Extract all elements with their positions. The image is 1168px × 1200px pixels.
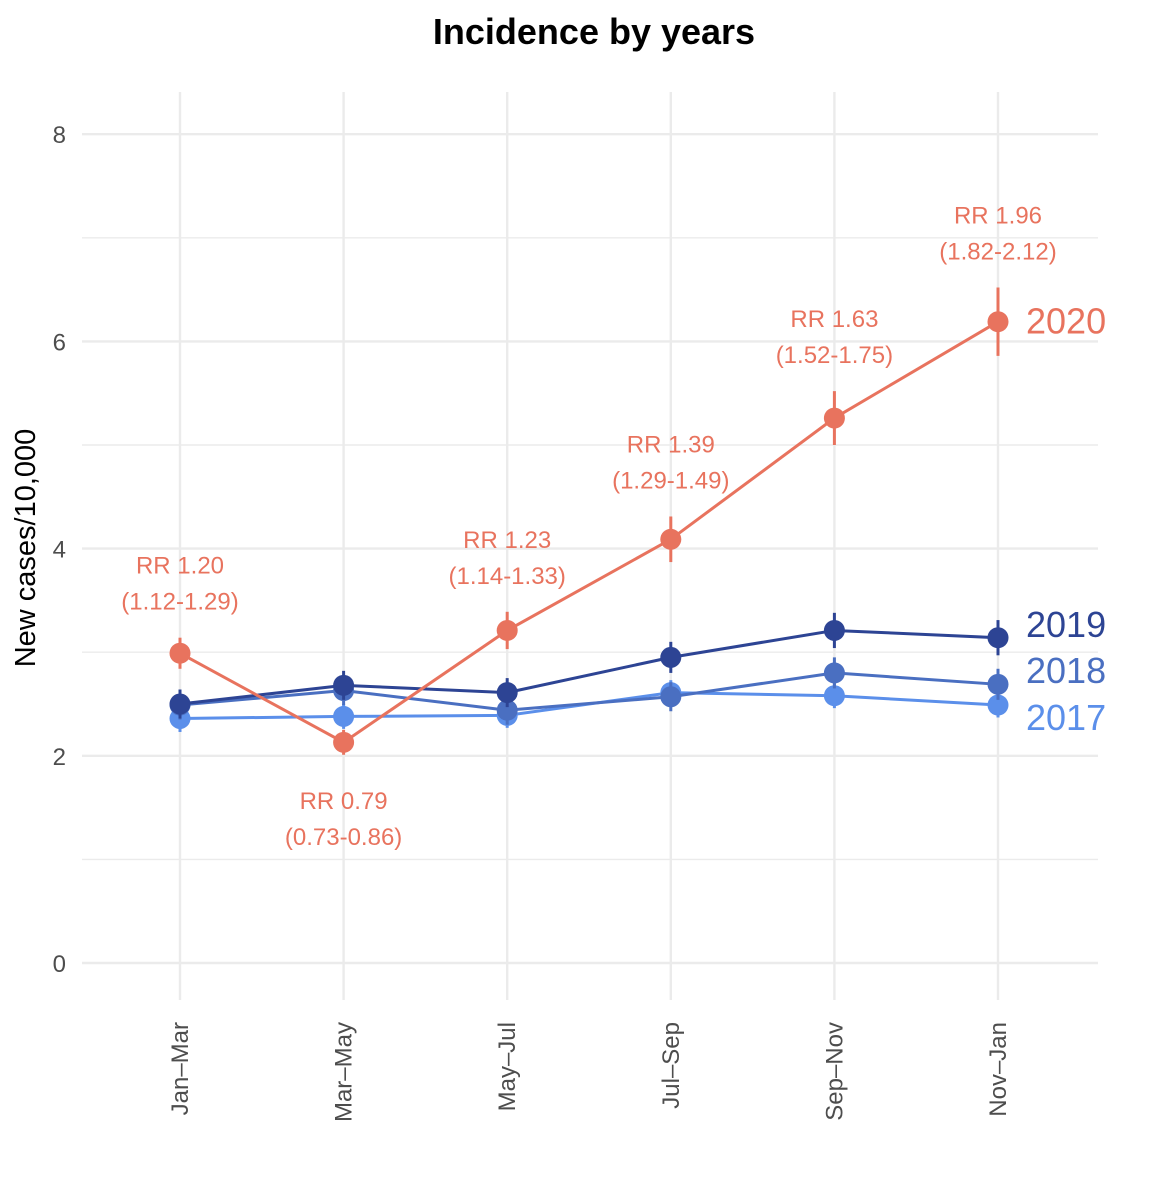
rr-annotation-line1: RR 1.39 bbox=[627, 431, 715, 458]
rr-annotation-line2: (1.82-2.12) bbox=[939, 239, 1056, 266]
data-point-2018 bbox=[823, 662, 845, 684]
data-point-2019 bbox=[823, 619, 845, 641]
y-tick-label: 4 bbox=[53, 537, 66, 564]
data-point-2020 bbox=[660, 528, 682, 550]
x-tick-label: Jul–Sep bbox=[658, 1022, 685, 1109]
data-point-2018 bbox=[987, 673, 1009, 695]
series-label-2018: 2018 bbox=[1026, 650, 1106, 691]
y-tick-labels: 0 2 4 6 8 bbox=[53, 122, 66, 978]
rr-annotation-line2: (1.29-1.49) bbox=[612, 467, 729, 494]
chart-title: Incidence by years bbox=[433, 11, 755, 52]
data-point-2019 bbox=[660, 646, 682, 668]
x-tick-label: Jan–Mar bbox=[167, 1022, 194, 1115]
rr-annotation-line1: RR 1.23 bbox=[463, 527, 551, 554]
data-point-2019 bbox=[333, 674, 355, 696]
data-point-2017 bbox=[823, 685, 845, 707]
series-line-2018 bbox=[179, 671, 999, 712]
rr-annotation-line1: RR 1.20 bbox=[136, 553, 224, 580]
rr-annotation-line2: (0.73-0.86) bbox=[285, 824, 402, 851]
y-tick-label: 2 bbox=[53, 744, 66, 771]
data-point-2019 bbox=[496, 682, 518, 704]
series-layer bbox=[169, 287, 1009, 755]
y-tick-label: 6 bbox=[53, 329, 66, 356]
series-2019 bbox=[169, 612, 1009, 719]
data-point-2017 bbox=[987, 694, 1009, 716]
rr-annotation-line2: (1.14-1.33) bbox=[448, 563, 565, 590]
data-point-2020 bbox=[496, 619, 518, 641]
x-tick-label: Nov–Jan bbox=[985, 1022, 1012, 1117]
series-line-2020 bbox=[179, 320, 999, 745]
series-line-2017 bbox=[179, 691, 999, 721]
data-point-2018 bbox=[496, 699, 518, 721]
x-tick-label: May–Jul bbox=[494, 1022, 521, 1111]
x-tick-label: Sep–Nov bbox=[821, 1022, 848, 1121]
data-point-2020 bbox=[169, 642, 191, 664]
rr-annotation-line2: (1.12-1.29) bbox=[121, 589, 238, 616]
rr-annotations: RR 1.20 (1.12-1.29) RR 0.79 (0.73-0.86) RR 1… bbox=[121, 203, 1056, 851]
y-tick-label: 0 bbox=[53, 951, 66, 978]
data-point-2018 bbox=[660, 686, 682, 708]
data-point-2020 bbox=[987, 311, 1009, 333]
rr-annotation-line1: RR 1.96 bbox=[954, 203, 1042, 230]
series-2017 bbox=[169, 680, 1009, 732]
series-2020 bbox=[169, 287, 1009, 755]
series-label-2020: 2020 bbox=[1026, 301, 1106, 342]
rr-annotation-line2: (1.52-1.75) bbox=[776, 342, 893, 369]
rr-annotation-line1: RR 0.79 bbox=[300, 788, 388, 815]
x-tick-label: Mar–May bbox=[331, 1022, 358, 1122]
data-point-2019 bbox=[987, 627, 1009, 649]
data-point-2020 bbox=[823, 407, 845, 429]
series-label-2017: 2017 bbox=[1026, 697, 1106, 738]
y-tick-label: 8 bbox=[53, 122, 66, 149]
rr-annotation-line1: RR 1.63 bbox=[790, 306, 878, 333]
series-label-2019: 2019 bbox=[1026, 604, 1106, 645]
data-point-2019 bbox=[169, 693, 191, 715]
y-axis-label: New cases/10,000 bbox=[10, 429, 42, 668]
data-point-2017 bbox=[333, 705, 355, 727]
grid-layer bbox=[82, 92, 1098, 1000]
data-point-2020 bbox=[333, 731, 355, 753]
series-labels: 2017 2018 2019 2020 bbox=[1026, 301, 1106, 738]
x-tick-labels: Jan–Mar Mar–May May–Jul Jul–Sep Sep–Nov Nov–J… bbox=[167, 1022, 1012, 1122]
series-line-2019 bbox=[179, 628, 999, 706]
